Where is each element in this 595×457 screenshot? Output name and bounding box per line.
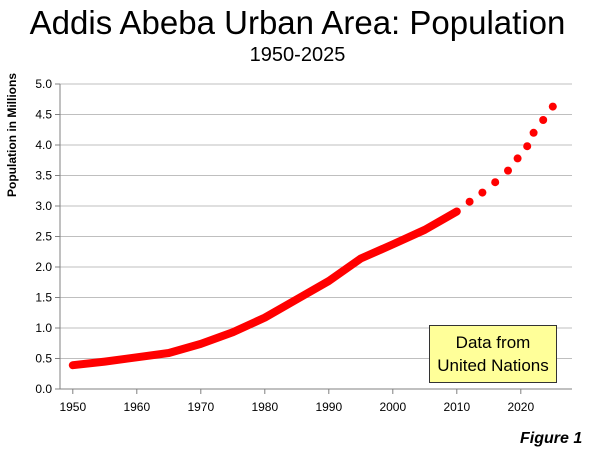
y-tick-label-4: 2.0 xyxy=(35,260,52,274)
projection-point-4 xyxy=(513,154,522,163)
projection-point-6 xyxy=(529,128,538,137)
x-tick-label-1: 1960 xyxy=(123,400,150,414)
x-tick-label-7: 2020 xyxy=(507,400,534,414)
chart-title: Addis Abeba Urban Area: Population xyxy=(29,4,566,41)
y-tick-label-5: 2.5 xyxy=(35,230,52,244)
projection-point-1 xyxy=(478,188,487,197)
y-tick-label-10: 5.0 xyxy=(35,77,52,91)
y-tick-label-7: 3.5 xyxy=(35,169,52,183)
series-layer xyxy=(68,102,557,370)
x-tick-label-6: 2010 xyxy=(443,400,470,414)
x-tick-label-2: 1970 xyxy=(187,400,214,414)
y-tick-label-3: 1.5 xyxy=(35,291,52,305)
projection-point-0 xyxy=(465,197,474,206)
note-line-2: United Nations xyxy=(437,356,549,375)
x-tick-labels: 1950 1960 1970 1980 1990 2000 2010 2020 xyxy=(59,400,534,414)
chart-subtitle: 1950-2025 xyxy=(249,44,346,66)
y-tick-label-0: 0.0 xyxy=(35,382,52,396)
projection-point-2 xyxy=(491,178,500,187)
y-tick-label-2: 1.0 xyxy=(35,321,52,335)
y-tick-label-8: 4.0 xyxy=(35,138,52,152)
x-tick-label-4: 1990 xyxy=(315,400,342,414)
grid-lines xyxy=(60,83,572,359)
x-tick-label-0: 1950 xyxy=(59,400,86,414)
projection-point-3 xyxy=(504,166,512,175)
projection-point-5 xyxy=(523,142,532,151)
note-line-1: Data from xyxy=(455,333,531,352)
x-tick-label-5: 2000 xyxy=(379,400,406,414)
projection-point-7 xyxy=(539,115,548,124)
x-tick-label-3: 1980 xyxy=(251,400,278,414)
y-axis-label: Population in Millions xyxy=(5,73,19,197)
y-tick-labels: 0.0 0.5 1.0 1.5 2.0 2.5 3.0 3.5 4.0 4.5 5.0 xyxy=(35,77,52,396)
y-tick-label-1: 0.5 xyxy=(35,352,52,366)
y-tick-label-6: 3.0 xyxy=(35,199,52,213)
figure-label: Figure 1 xyxy=(520,430,583,447)
projection-point-8 xyxy=(548,102,557,111)
axes xyxy=(55,83,572,394)
y-tick-label-9: 4.5 xyxy=(35,108,52,122)
series-line-actual xyxy=(68,207,461,370)
data-source-note: Data from United Nations xyxy=(429,325,557,383)
